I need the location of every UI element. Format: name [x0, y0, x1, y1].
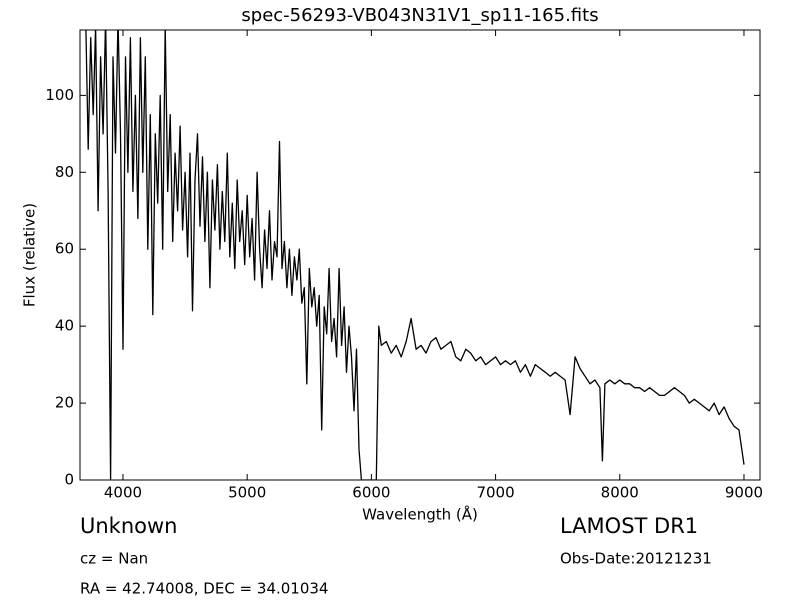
plot-frame: [79, 29, 761, 481]
spectrum-line: [85, 30, 745, 480]
x-tick-label: 7000: [476, 484, 514, 502]
plot-area: [85, 30, 745, 480]
y-tick-label: 100: [45, 86, 74, 104]
object-class: Unknown: [80, 514, 177, 538]
x-tick-label: 9000: [725, 484, 763, 502]
chart-title: spec-56293-VB043N31V1_sp11-165.fits: [241, 5, 598, 26]
obs-date: Obs-Date:20121231: [560, 550, 712, 568]
redshift: cz = Nan: [80, 550, 148, 568]
y-axis-label: Flux (relative): [21, 203, 39, 307]
x-tick-label: 4000: [104, 484, 142, 502]
survey: LAMOST DR1: [560, 514, 698, 538]
y-tick-label: 20: [55, 394, 74, 412]
x-tick-label: 6000: [352, 484, 390, 502]
y-tick-label: 0: [64, 471, 74, 489]
y-tick-label: 40: [55, 317, 74, 335]
y-tick-label: 80: [55, 163, 74, 181]
x-axis-label: Wavelength (Å): [362, 505, 478, 524]
y-tick-label: 60: [55, 240, 74, 258]
x-tick-label: 8000: [601, 484, 639, 502]
x-tick-label: 5000: [228, 484, 266, 502]
coordinates: RA = 42.74008, DEC = 34.01034: [80, 580, 328, 598]
